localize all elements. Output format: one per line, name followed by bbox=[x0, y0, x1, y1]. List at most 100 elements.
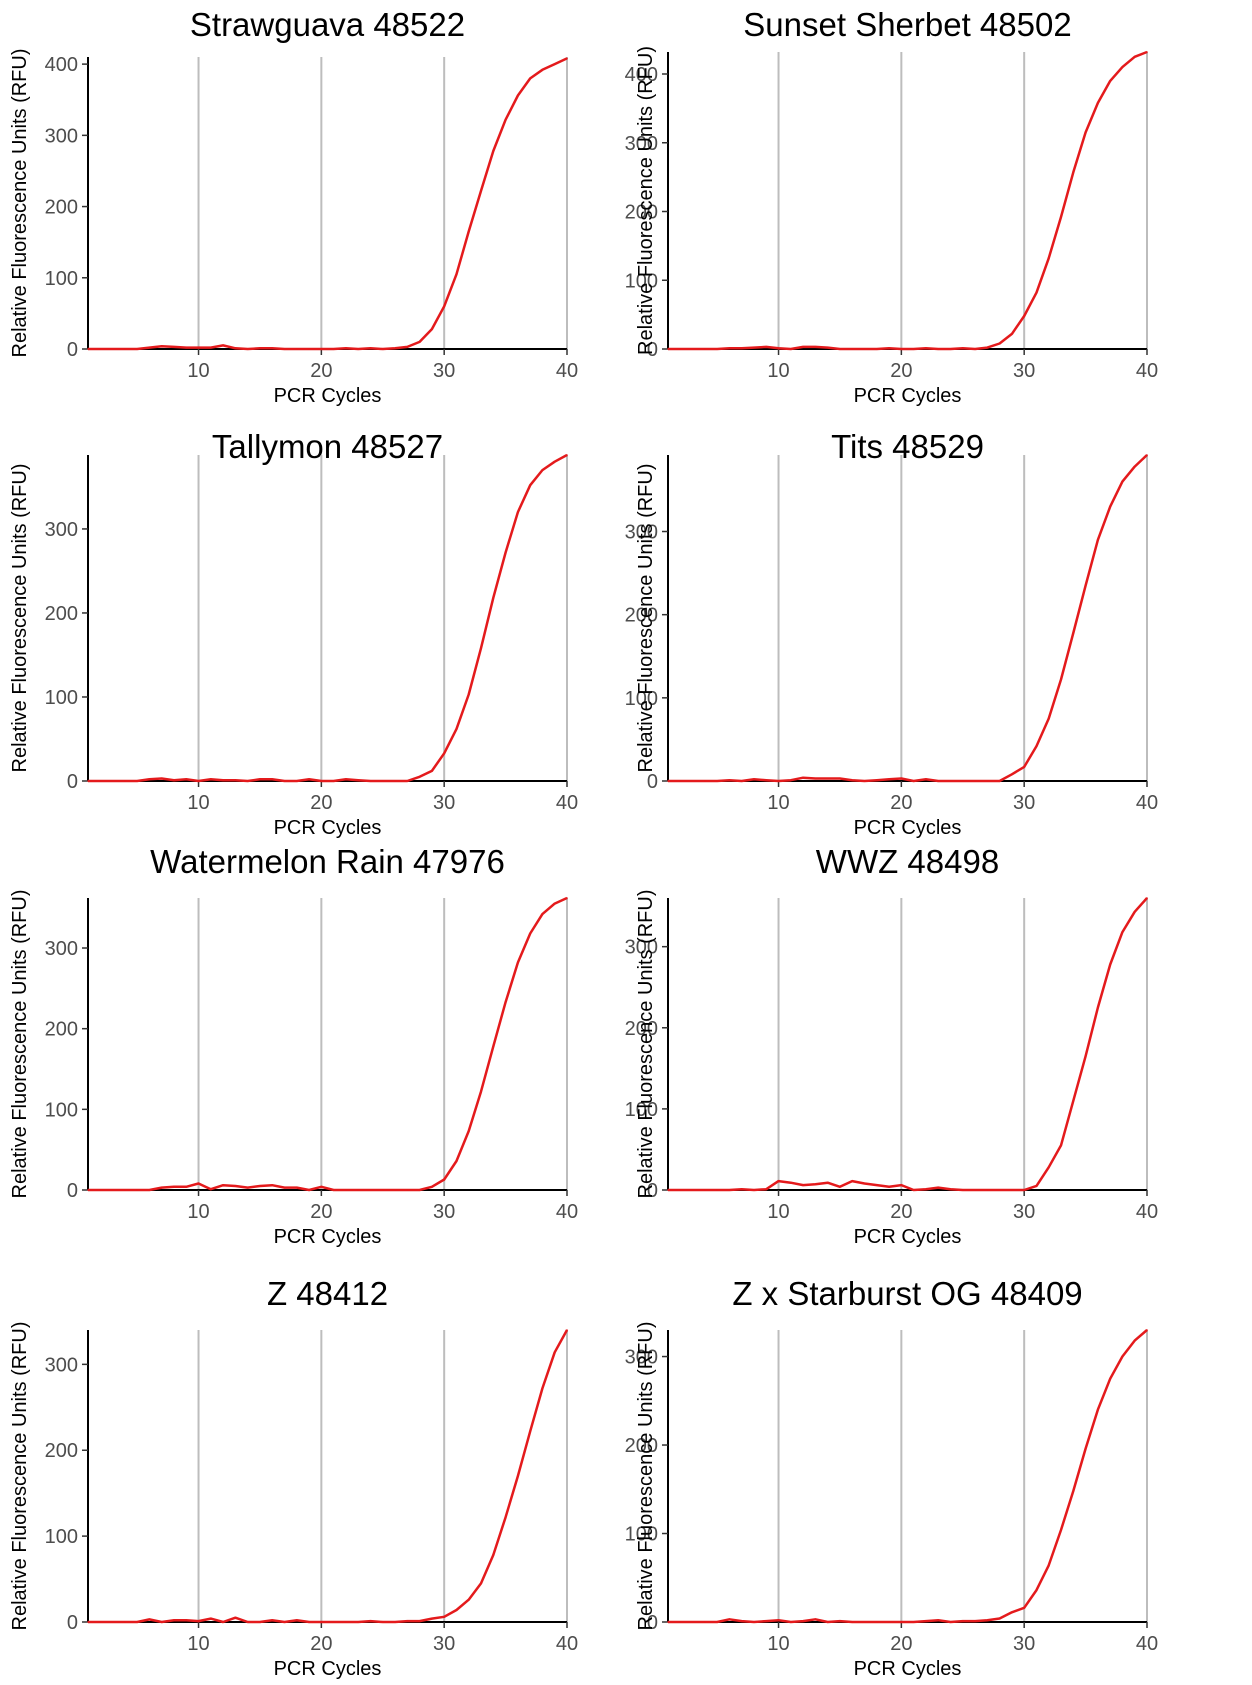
data-point bbox=[790, 1621, 792, 1623]
data-point bbox=[1023, 1607, 1025, 1609]
data-point bbox=[1133, 56, 1136, 58]
data-point bbox=[345, 347, 347, 350]
chart-title: Tallymon 48527 bbox=[212, 428, 443, 465]
data-point bbox=[173, 1185, 175, 1188]
data-point bbox=[320, 1621, 323, 1623]
data-point bbox=[504, 118, 507, 121]
data-point bbox=[839, 1185, 841, 1188]
data-point bbox=[728, 779, 731, 781]
data-point bbox=[679, 348, 682, 350]
data-point bbox=[308, 1621, 310, 1623]
data-point bbox=[517, 1475, 519, 1477]
data-point bbox=[455, 1160, 458, 1162]
data-point bbox=[517, 511, 519, 513]
data-point bbox=[492, 1554, 495, 1556]
data-point bbox=[492, 597, 495, 599]
data-point bbox=[1109, 505, 1111, 508]
data-point bbox=[1047, 717, 1050, 720]
x-axis-label: PCR Cycles bbox=[274, 1226, 382, 1248]
data-point bbox=[541, 69, 544, 71]
data-point bbox=[1011, 1611, 1013, 1614]
data-point bbox=[1121, 66, 1124, 68]
x-tick-label-20: 20 bbox=[310, 1201, 332, 1223]
data-point bbox=[839, 1620, 841, 1622]
data-point bbox=[443, 305, 445, 308]
data-point bbox=[790, 348, 792, 350]
data-point bbox=[961, 1189, 964, 1191]
series-line bbox=[668, 454, 1148, 783]
data-point bbox=[357, 779, 360, 781]
data-point bbox=[553, 1351, 556, 1354]
data-point bbox=[716, 1189, 718, 1191]
data-point bbox=[357, 348, 360, 350]
data-point bbox=[667, 348, 669, 350]
data-point bbox=[99, 1621, 102, 1623]
chart-svg: Z x Starburst OG 48409 10 20 30 40 0 100 200 300… bbox=[625, 1275, 1159, 1680]
data-point bbox=[1146, 454, 1148, 456]
data-point bbox=[394, 347, 396, 350]
data-point bbox=[455, 728, 458, 730]
data-point bbox=[802, 1184, 804, 1186]
x-axis-label: PCR Cycles bbox=[854, 385, 962, 407]
data-point bbox=[529, 932, 531, 935]
data-point bbox=[406, 780, 409, 782]
data-point bbox=[124, 348, 126, 350]
y-axis-label: Relative Fluorescence Units (RFU) bbox=[635, 890, 657, 1199]
data-point bbox=[937, 1186, 940, 1189]
data-point bbox=[740, 780, 743, 782]
data-point bbox=[949, 1188, 952, 1190]
data-point bbox=[1023, 766, 1025, 768]
data-point bbox=[246, 348, 249, 350]
data-point bbox=[912, 348, 915, 350]
data-point bbox=[504, 551, 507, 554]
data-point bbox=[765, 1188, 768, 1190]
y-tick-label-100: 100 bbox=[45, 1099, 78, 1121]
data-point bbox=[765, 1620, 768, 1622]
chart-svg: Watermelon Rain 47976 10 20 30 40 0 100 200 300 P… bbox=[9, 843, 578, 1248]
data-point bbox=[492, 1045, 495, 1048]
y-tick-label-100: 100 bbox=[625, 688, 658, 710]
data-point bbox=[777, 780, 780, 782]
data-point bbox=[900, 1621, 903, 1623]
data-point bbox=[863, 1621, 866, 1623]
data-point bbox=[1035, 745, 1038, 747]
data-point bbox=[467, 693, 470, 696]
data-point bbox=[1072, 632, 1075, 634]
data-point bbox=[1146, 897, 1148, 899]
series-line bbox=[88, 57, 568, 351]
y-tick-label-100: 100 bbox=[45, 268, 78, 290]
data-point bbox=[704, 1621, 706, 1623]
data-point bbox=[1060, 678, 1062, 681]
chart-title: Strawguava 48522 bbox=[190, 6, 465, 43]
data-point bbox=[431, 328, 433, 330]
chart-title: Sunset Sherbet 48502 bbox=[743, 6, 1071, 43]
data-point bbox=[394, 1621, 396, 1623]
data-point bbox=[974, 1620, 976, 1622]
data-point bbox=[912, 780, 915, 782]
data-point bbox=[234, 1616, 237, 1619]
x-tick-label-20: 20 bbox=[890, 360, 912, 382]
chart-svg: Tits 48529 10 20 30 40 0 100 200 300 PCR Cycles Re… bbox=[625, 428, 1159, 839]
data-point bbox=[418, 1189, 421, 1191]
data-point bbox=[704, 1189, 706, 1191]
data-point bbox=[961, 347, 964, 350]
data-point bbox=[777, 347, 780, 350]
data-point bbox=[455, 1609, 458, 1611]
data-point bbox=[1023, 315, 1025, 317]
data-point bbox=[1035, 1185, 1038, 1187]
data-point bbox=[1109, 1377, 1111, 1380]
y-tick-label-200: 200 bbox=[45, 197, 78, 219]
data-point bbox=[197, 346, 200, 349]
data-point bbox=[974, 348, 976, 350]
data-point bbox=[863, 348, 866, 350]
x-tick-label-10: 10 bbox=[187, 1633, 209, 1655]
y-tick-label-300: 300 bbox=[625, 133, 658, 155]
y-tick-label-100: 100 bbox=[45, 687, 78, 709]
data-point bbox=[283, 348, 286, 350]
y-tick-label-300: 300 bbox=[45, 519, 78, 541]
data-point bbox=[369, 1189, 372, 1191]
data-point bbox=[790, 1181, 792, 1184]
x-tick-label-30: 30 bbox=[1013, 360, 1035, 382]
data-point bbox=[826, 777, 829, 780]
